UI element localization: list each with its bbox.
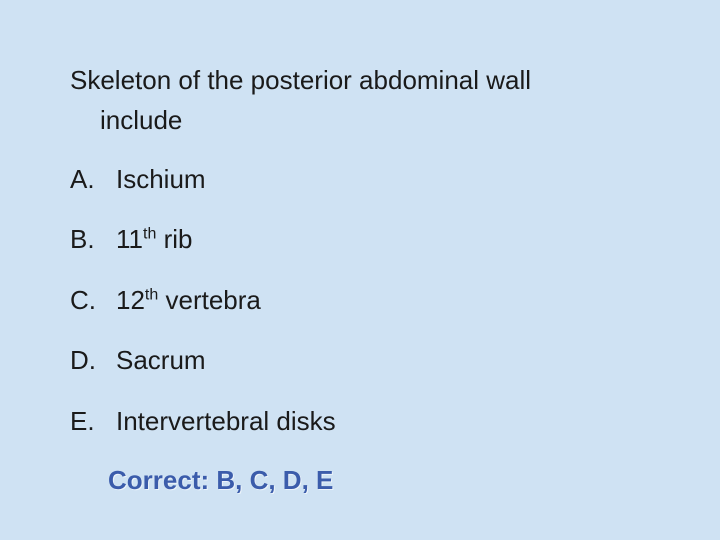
option-c-sup: th (145, 286, 158, 303)
option-b-base: 11 (116, 224, 143, 254)
option-a: A. Ischium (70, 163, 650, 196)
correct-answer-text: Correct: B, C, D, E (108, 465, 333, 495)
option-b: B. 11th rib (70, 223, 650, 256)
option-c-rest: vertebra (158, 285, 261, 315)
option-d: D. Sacrum (70, 344, 650, 377)
slide: Skeleton of the posterior abdominal wall… (0, 0, 720, 540)
option-b-sup: th (143, 225, 156, 242)
question-line-1: Skeleton of the posterior abdominal wall (70, 65, 531, 95)
question-line-2: include (70, 100, 650, 140)
option-e: E. Intervertebral disks (70, 405, 650, 438)
option-b-rest: rib (156, 224, 192, 254)
option-a-label: A. (70, 163, 116, 196)
option-c-base: 12 (116, 285, 145, 315)
option-b-text: 11th rib (116, 223, 192, 256)
question-text: Skeleton of the posterior abdominal wall… (70, 60, 650, 141)
option-a-text: Ischium (116, 163, 206, 196)
option-c-text: 12th vertebra (116, 284, 261, 317)
option-c-label: C. (70, 284, 116, 317)
option-c: C. 12th vertebra (70, 284, 650, 317)
correct-answer-row: Correct: B, C, D, E (70, 465, 650, 496)
option-e-label: E. (70, 405, 116, 438)
option-b-label: B. (70, 223, 116, 256)
option-e-text: Intervertebral disks (116, 405, 336, 438)
option-d-text: Sacrum (116, 344, 206, 377)
option-d-label: D. (70, 344, 116, 377)
